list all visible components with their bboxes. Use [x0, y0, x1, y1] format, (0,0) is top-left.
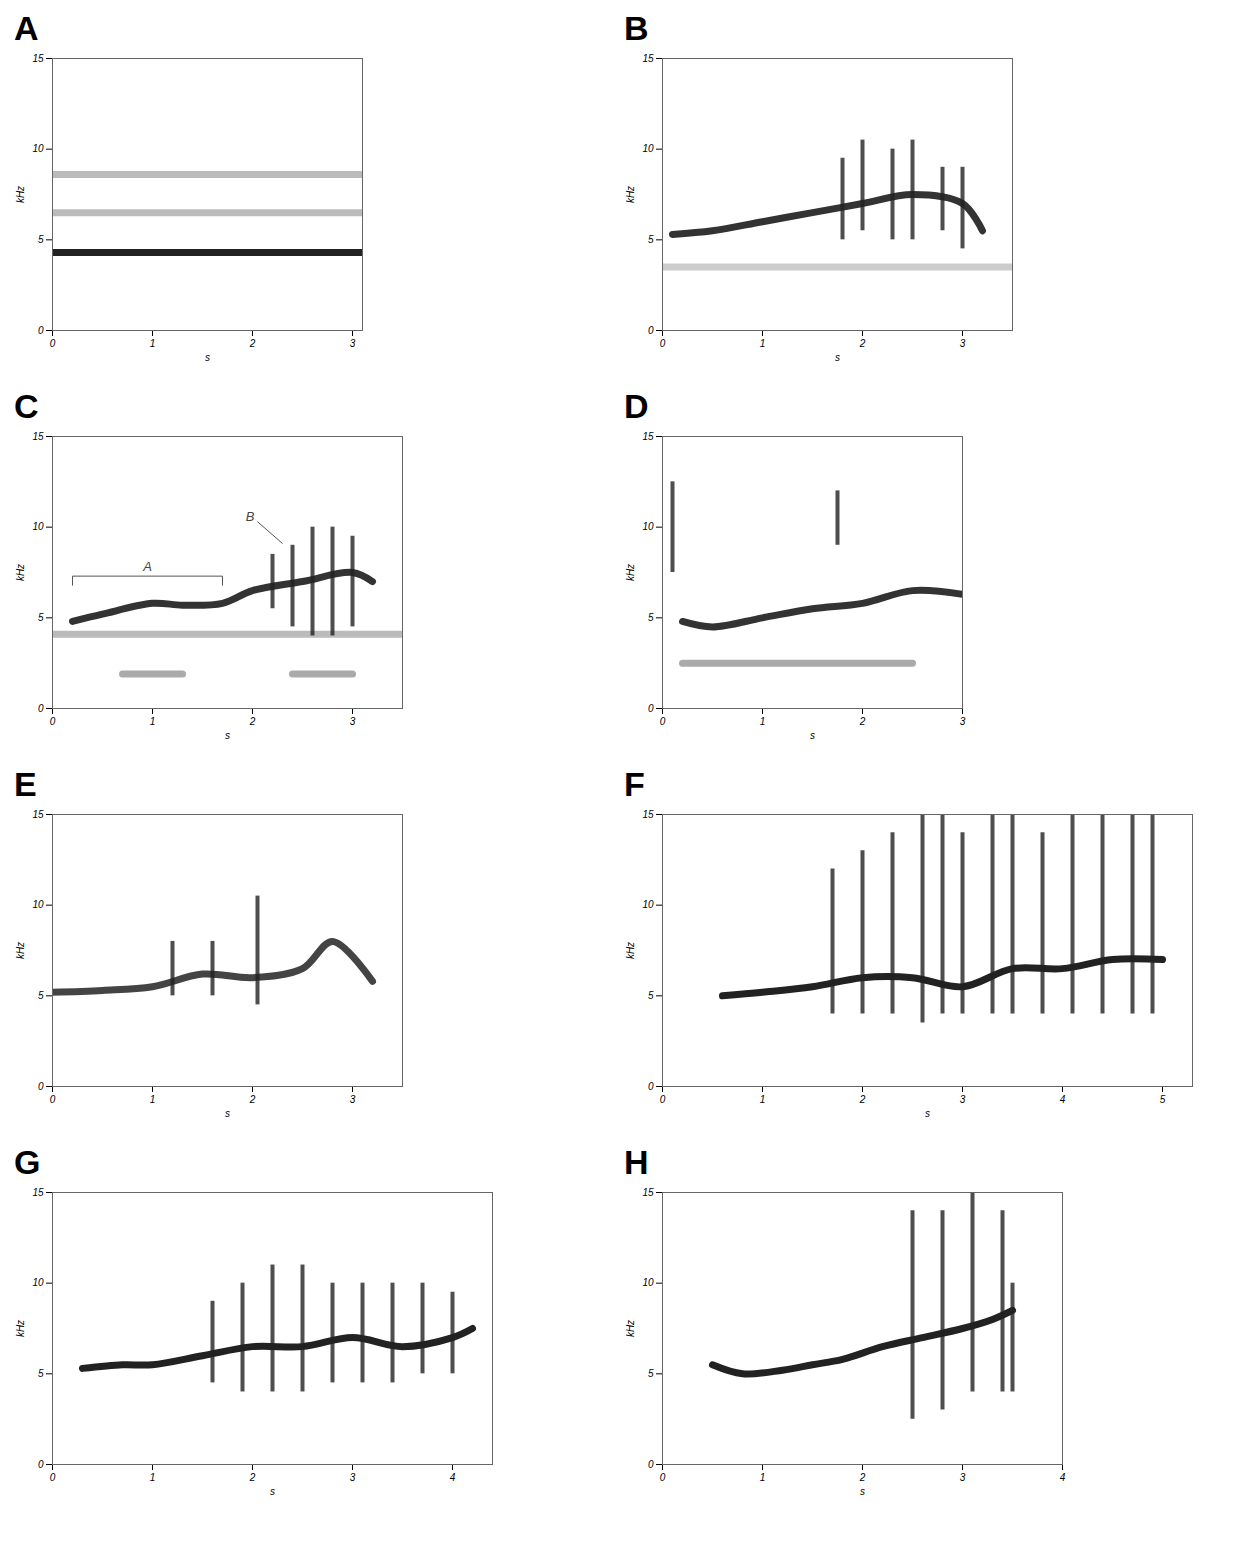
svg-text:3: 3	[350, 716, 356, 727]
svg-text:0: 0	[648, 703, 654, 714]
svg-text:2: 2	[249, 1094, 256, 1105]
svg-text:10: 10	[642, 521, 654, 532]
svg-text:s: s	[860, 1486, 865, 1497]
html-text:A: A	[14, 9, 39, 47]
svg-text:4: 4	[1060, 1094, 1066, 1105]
svg-text:2: 2	[859, 1472, 866, 1483]
svg-text:3: 3	[960, 338, 966, 349]
svg-text:0: 0	[50, 1094, 56, 1105]
html-text:D: D	[624, 387, 649, 425]
svg-text:s: s	[225, 730, 230, 741]
svg-text:15: 15	[642, 431, 654, 442]
svg-text:10: 10	[32, 143, 44, 154]
svg-text:kHz: kHz	[15, 1320, 26, 1337]
svg-text:15: 15	[32, 431, 44, 442]
svg-text:0: 0	[38, 1459, 44, 1470]
svg-text:15: 15	[32, 1187, 44, 1198]
svg-text:15: 15	[642, 809, 654, 820]
svg-text:1: 1	[150, 1094, 156, 1105]
svg-text:kHz: kHz	[15, 942, 26, 959]
svg-text:s: s	[835, 352, 840, 363]
svg-text:1: 1	[760, 1094, 766, 1105]
svg-text:4: 4	[1060, 1472, 1066, 1483]
svg-text:5: 5	[38, 990, 44, 1001]
svg-text:1: 1	[760, 1472, 766, 1483]
svg-text:0: 0	[50, 716, 56, 727]
svg-text:5: 5	[648, 612, 654, 623]
svg-text:5: 5	[1160, 1094, 1166, 1105]
svg-text:5: 5	[38, 1368, 44, 1379]
svg-text:15: 15	[642, 1187, 654, 1198]
svg-text:0: 0	[660, 1472, 666, 1483]
svg-text:0: 0	[648, 1459, 654, 1470]
svg-text:2: 2	[249, 716, 256, 727]
svg-text:5: 5	[648, 234, 654, 245]
svg-text:2: 2	[859, 1094, 866, 1105]
html-text:H: H	[624, 1143, 649, 1181]
svg-text:B: B	[246, 509, 255, 524]
svg-text:2: 2	[249, 338, 256, 349]
svg-text:kHz: kHz	[625, 564, 636, 581]
svg-text:kHz: kHz	[625, 1320, 636, 1337]
svg-text:0: 0	[38, 703, 44, 714]
svg-text:1: 1	[150, 716, 156, 727]
svg-text:kHz: kHz	[625, 186, 636, 203]
svg-text:0: 0	[648, 325, 654, 336]
svg-text:3: 3	[960, 1472, 966, 1483]
svg-text:3: 3	[350, 1094, 356, 1105]
svg-text:3: 3	[960, 716, 966, 727]
svg-text:0: 0	[38, 1081, 44, 1092]
svg-text:A: A	[142, 559, 152, 574]
svg-text:5: 5	[648, 1368, 654, 1379]
svg-text:5: 5	[648, 990, 654, 1001]
html-text:F: F	[624, 765, 645, 803]
svg-text:1: 1	[760, 716, 766, 727]
svg-text:3: 3	[350, 1472, 356, 1483]
svg-text:5: 5	[38, 234, 44, 245]
svg-text:15: 15	[32, 809, 44, 820]
svg-text:s: s	[205, 352, 210, 363]
svg-text:0: 0	[660, 338, 666, 349]
svg-text:kHz: kHz	[15, 564, 26, 581]
svg-text:1: 1	[150, 1472, 156, 1483]
svg-text:0: 0	[660, 716, 666, 727]
svg-text:s: s	[270, 1486, 275, 1497]
svg-text:kHz: kHz	[15, 186, 26, 203]
svg-text:3: 3	[960, 1094, 966, 1105]
svg-text:5: 5	[38, 612, 44, 623]
svg-text:1: 1	[150, 338, 156, 349]
svg-text:0: 0	[50, 338, 56, 349]
svg-text:kHz: kHz	[625, 942, 636, 959]
svg-text:10: 10	[32, 1277, 44, 1288]
svg-text:2: 2	[859, 716, 866, 727]
svg-text:3: 3	[350, 338, 356, 349]
html-text:B: B	[624, 9, 649, 47]
svg-text:15: 15	[642, 53, 654, 64]
svg-text:1: 1	[760, 338, 766, 349]
svg-text:4: 4	[450, 1472, 456, 1483]
svg-text:10: 10	[642, 143, 654, 154]
svg-text:2: 2	[859, 338, 866, 349]
svg-text:0: 0	[50, 1472, 56, 1483]
svg-text:15: 15	[32, 53, 44, 64]
svg-text:2: 2	[249, 1472, 256, 1483]
svg-text:0: 0	[648, 1081, 654, 1092]
html-text:G: G	[14, 1143, 41, 1181]
svg-text:0: 0	[660, 1094, 666, 1105]
svg-text:10: 10	[32, 899, 44, 910]
svg-text:s: s	[925, 1108, 930, 1119]
html-text:C: C	[14, 387, 39, 425]
html-text:E: E	[14, 765, 37, 803]
svg-text:s: s	[225, 1108, 230, 1119]
svg-text:10: 10	[642, 1277, 654, 1288]
svg-text:s: s	[810, 730, 815, 741]
svg-text:10: 10	[32, 521, 44, 532]
svg-text:10: 10	[642, 899, 654, 910]
svg-text:0: 0	[38, 325, 44, 336]
